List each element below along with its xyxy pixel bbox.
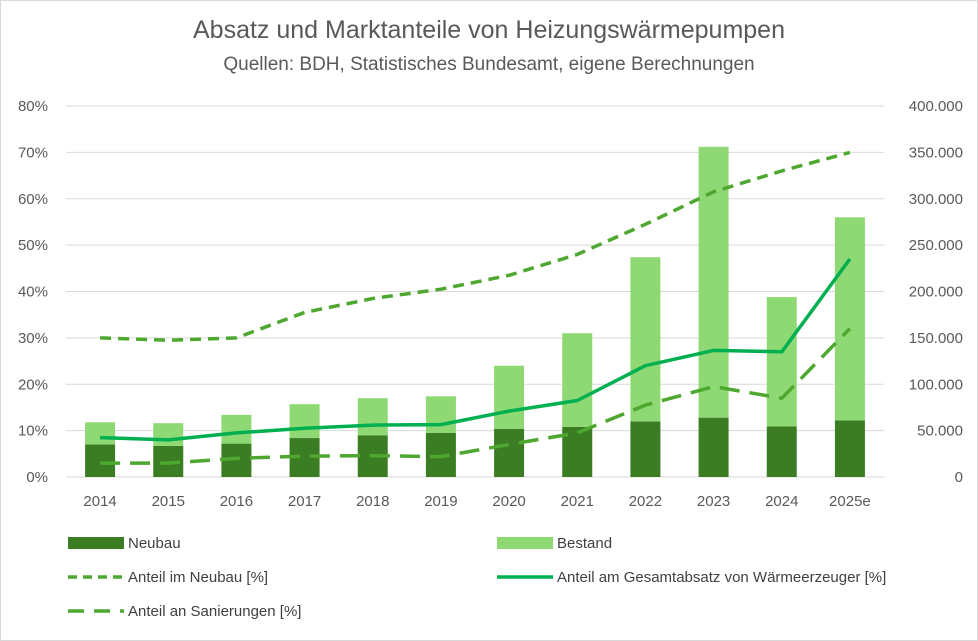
bar-bestand [221,414,252,444]
bar-bestand [494,365,525,429]
right-tick-label: 0 [955,469,963,486]
bar-neubau [494,428,525,477]
line-series-1 [100,150,851,342]
bar-bestand [289,404,320,439]
x-tick-label: 2020 [492,493,525,510]
x-tick-label: 2022 [629,493,662,510]
line-series-3 [100,327,852,465]
chart-title: Absatz und Marktanteile von Heizungswärm… [193,16,785,44]
bar-neubau [766,426,797,477]
x-tick-label: 2024 [765,493,798,510]
chart-subtitle: Quellen: BDH, Statistisches Bundesamt, e… [223,54,755,75]
x-tick-label: 2025e [829,493,871,510]
x-tick-label: 2017 [288,493,321,510]
left-tick-label: 10% [18,423,48,440]
legend-label: Anteil im Neubau [%] [128,569,268,586]
legend-swatch [68,537,124,549]
legend-label: Neubau [128,535,181,552]
bar-neubau [698,417,729,477]
legend-label: Anteil am Gesamtabsatz von Wärmeerzeuger… [557,569,886,586]
x-tick-label: 2016 [220,493,253,510]
right-tick-label: 350.000 [909,144,963,161]
bar-bestand [357,398,388,436]
bar-bestand [562,333,593,427]
left-tick-label: 30% [18,330,48,347]
legend-swatch [497,537,553,549]
bar-neubau [85,444,116,477]
legend-label: Anteil an Sanierungen [%] [128,603,301,620]
right-tick-label: 50.000 [917,423,963,440]
line-series-2 [100,257,852,442]
right-tick-label: 150.000 [909,330,963,347]
bar-neubau [630,421,661,477]
left-tick-label: 60% [18,191,48,208]
x-tick-label: 2014 [83,493,116,510]
bar-neubau [834,420,865,477]
right-tick-label: 400.000 [909,98,963,115]
left-tick-label: 20% [18,376,48,393]
bar-bestand [834,217,865,421]
right-tick-label: 100.000 [909,376,963,393]
x-tick-label: 2018 [356,493,389,510]
bar-bestand [766,297,797,427]
left-tick-label: 80% [18,98,48,115]
left-tick-label: 50% [18,237,48,254]
x-tick-label: 2019 [424,493,457,510]
right-tick-label: 250.000 [909,237,963,254]
x-tick-label: 2023 [697,493,730,510]
bar-bestand [425,396,456,433]
left-tick-label: 0% [26,469,48,486]
legend-label: Bestand [557,535,612,552]
left-tick-label: 70% [18,144,48,161]
x-tick-label: 2015 [152,493,185,510]
x-tick-label: 2021 [561,493,594,510]
left-tick-label: 40% [18,284,48,301]
bar-bestand [85,422,116,445]
bar-bestand [153,423,184,446]
right-tick-label: 200.000 [909,284,963,301]
right-tick-label: 300.000 [909,191,963,208]
bar-bestand [630,257,661,422]
